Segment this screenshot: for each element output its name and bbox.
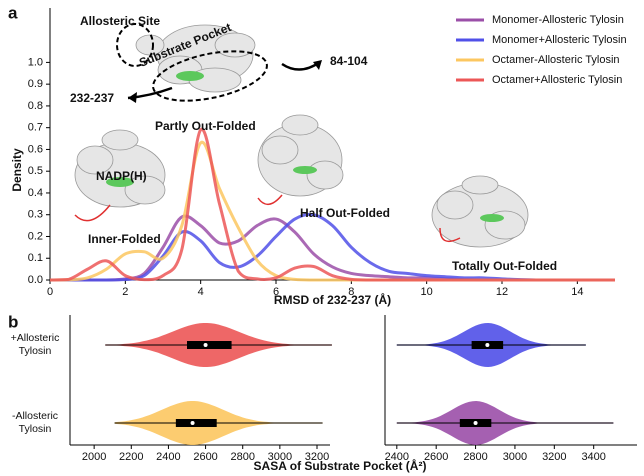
box xyxy=(187,341,232,349)
panel-label: a xyxy=(8,3,18,22)
y-tick-label: 0.3 xyxy=(28,209,43,221)
legend-label: Monomer-Allosteric Tylosin xyxy=(492,14,624,26)
median xyxy=(191,421,195,425)
x-tick-label: 14 xyxy=(571,286,583,298)
x-tick-label: 4 xyxy=(198,286,204,298)
y-tick-label: 0.4 xyxy=(28,187,43,199)
y-tick-label: 0.1 xyxy=(28,252,43,264)
panel-label: b xyxy=(8,312,18,331)
y-tick-label: 0.8 xyxy=(28,100,43,112)
median xyxy=(204,343,208,347)
y-tick-label: 1.0 xyxy=(28,56,43,68)
x-tick-label: 3200 xyxy=(542,451,566,463)
x-tick-label: 12 xyxy=(496,286,508,298)
protein-half xyxy=(258,115,343,196)
x-tick-label: 2000 xyxy=(82,451,106,463)
x-tick-label: 2400 xyxy=(156,451,180,463)
median xyxy=(485,343,489,347)
annotation: NADP(H) xyxy=(96,169,147,183)
x-tick-label: 2600 xyxy=(193,451,217,463)
y-tick-label: 0.5 xyxy=(28,165,43,177)
chart: a0.00.10.20.30.40.50.60.70.80.91.0024681… xyxy=(0,0,644,476)
x-axis-label: RMSD of 232-237 (Å) xyxy=(274,292,391,307)
x-tick-label: 2800 xyxy=(463,451,487,463)
x-tick-label: 2200 xyxy=(119,451,143,463)
annotation: Allosteric Site xyxy=(80,14,160,28)
median xyxy=(474,421,478,425)
legend-label: Octamer-Allosteric Tylosin xyxy=(492,54,620,66)
annotation: Partly Out-Folded xyxy=(155,119,256,133)
y-tick-label: 0.9 xyxy=(28,78,43,90)
y-tick-label: 0.2 xyxy=(28,230,43,242)
legend-label: Monomer+Allosteric Tylosin xyxy=(492,34,627,46)
box xyxy=(176,419,217,427)
y-tick-label: 0.7 xyxy=(28,122,43,134)
x-tick-label: 2 xyxy=(122,286,128,298)
annotation: Inner-Folded xyxy=(88,232,161,246)
x-tick-label: 3000 xyxy=(503,451,527,463)
y-tick-label: 0.0 xyxy=(28,274,43,286)
protein-totally xyxy=(432,176,528,247)
x-tick-label: 0 xyxy=(47,286,53,298)
annotation: 84-104 xyxy=(330,54,368,68)
category-label: +Allosteric Tylosin xyxy=(6,332,64,358)
x-tick-label: 2400 xyxy=(385,451,409,463)
annotation: Totally Out-Folded xyxy=(452,259,557,273)
x-tick-label: 10 xyxy=(421,286,433,298)
y-tick-label: 0.6 xyxy=(28,143,43,155)
category-label: -Allosteric Tylosin xyxy=(6,410,64,436)
legend-label: Octamer+Allosteric Tylosin xyxy=(492,74,622,86)
x-tick-label: 2800 xyxy=(230,451,254,463)
y-axis-label: Density xyxy=(10,148,24,192)
annotation: Half Out-Folded xyxy=(300,206,390,220)
annotation: 232-237 xyxy=(70,91,114,105)
x-tick-label: 3400 xyxy=(581,451,605,463)
x-tick-label: 2600 xyxy=(424,451,448,463)
figure: a0.00.10.20.30.40.50.60.70.80.91.0024681… xyxy=(0,0,644,476)
